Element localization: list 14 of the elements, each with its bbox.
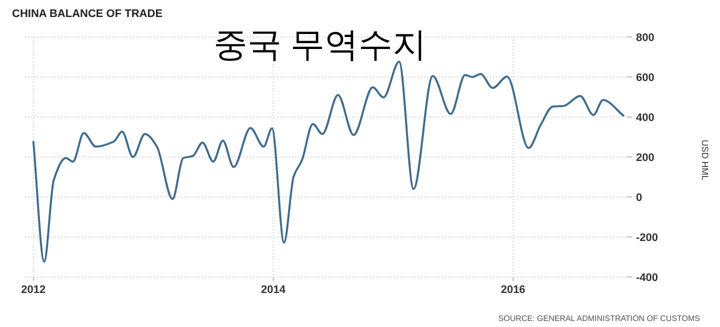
y-tick-label: 800 bbox=[636, 32, 654, 44]
y-tick-label: 0 bbox=[636, 192, 642, 204]
x-tick-label: 2012 bbox=[21, 284, 46, 296]
y-tick-label: -200 bbox=[636, 232, 658, 244]
y-axis-title: USD HML bbox=[700, 140, 710, 180]
y-tick-label: 600 bbox=[636, 72, 654, 84]
y-tick-label: 400 bbox=[636, 112, 654, 124]
x-tick-label: 2014 bbox=[260, 284, 286, 296]
source-note: SOURCE: GENERAL ADMINISTRATION OF CUSTOMS bbox=[498, 314, 700, 323]
chart-subtitle: 중국 무역수지 bbox=[213, 26, 427, 64]
y-tick-label: 200 bbox=[636, 152, 654, 164]
x-tick-label: 2016 bbox=[500, 284, 526, 296]
chart-title: CHINA BALANCE OF TRADE bbox=[12, 8, 163, 20]
y-tick-label: -400 bbox=[636, 272, 658, 284]
